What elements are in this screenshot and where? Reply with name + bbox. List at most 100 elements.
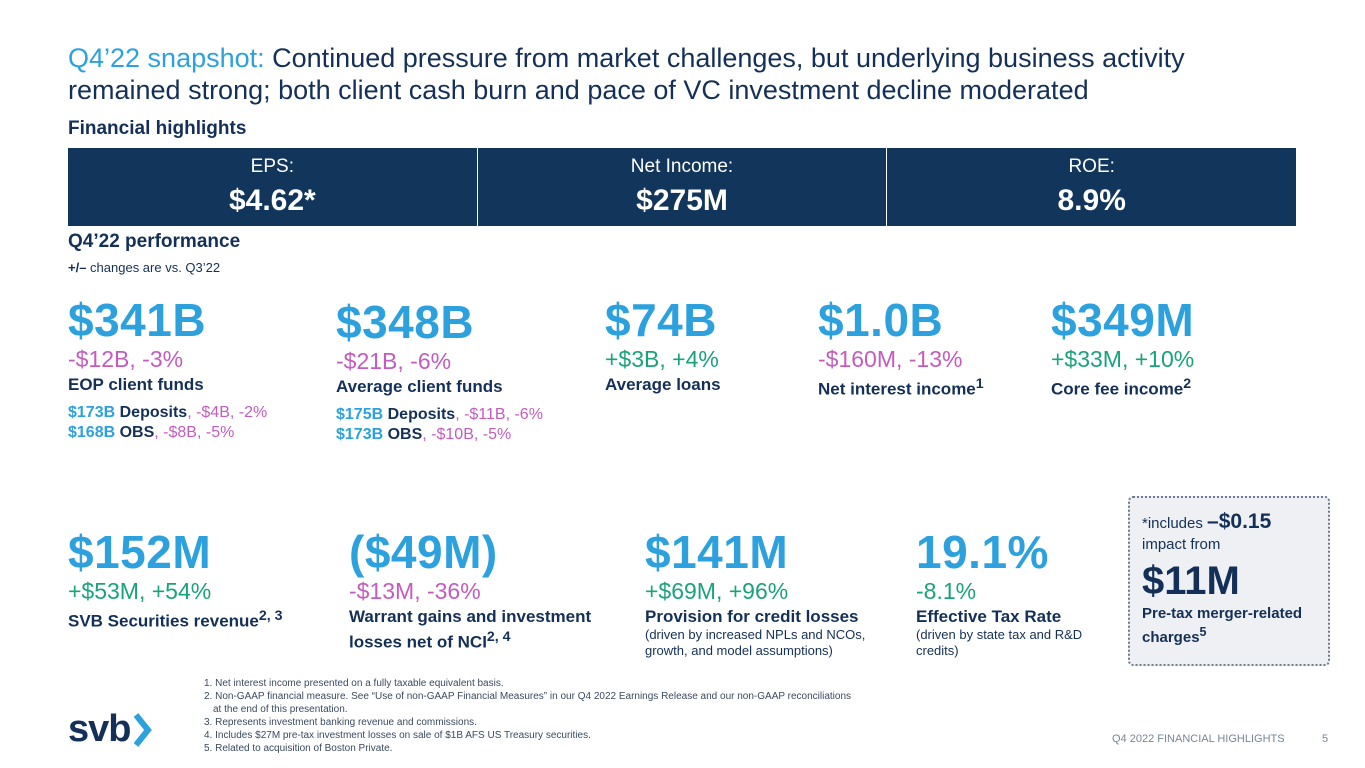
metric-value: $152M	[68, 526, 212, 578]
metric-provision-credit-losses: $141M +$69M, +96% Provision for credit l…	[645, 528, 895, 659]
footnote-2-cont: at the end of this presentation.	[213, 704, 348, 715]
metric-label-wrap: SVB Securities revenue2, 3	[68, 606, 283, 632]
metric-value: 19.1%	[916, 526, 1049, 578]
metric-label: Core fee income	[1051, 379, 1184, 399]
eps-cell: EPS: $4.62*	[68, 148, 478, 226]
net-income-label: Net Income:	[630, 156, 734, 177]
metric-change: -8.1%	[916, 578, 977, 604]
page-title: Q4’22 snapshot: Continued pressure from …	[68, 42, 1308, 106]
callout-line1: *includes –$0.15	[1142, 510, 1316, 534]
metric-label: Average loans	[605, 375, 721, 394]
title-line2: remained strong; both client cash burn a…	[68, 75, 1089, 105]
page-number: 5	[1322, 733, 1329, 745]
metric-change: +$53M, +54%	[68, 578, 212, 604]
metric-label: SVB Securities revenue	[68, 611, 259, 631]
svb-logo: svb	[68, 708, 153, 751]
metric-label-wrap: Core fee income2	[1051, 374, 1194, 400]
net-income-cell: Net Income: $275M	[478, 148, 888, 226]
roe-label: ROE:	[1068, 156, 1115, 177]
metric-label: Provision for credit losses	[645, 607, 859, 626]
metric-value: $74B	[605, 294, 717, 346]
roe-value: 8.9%	[1057, 184, 1126, 217]
financial-highlights-banner: EPS: $4.62* Net Income: $275M ROE: 8.9%	[68, 148, 1296, 226]
detail-name: Deposits	[119, 404, 188, 421]
title-highlight: Q4’22 snapshot:	[68, 43, 265, 73]
metric-label-line2: losses net of NCI	[349, 632, 487, 652]
detail-name: Deposits	[387, 406, 456, 423]
callout-label-wrap: Pre-tax merger-related charges5	[1142, 605, 1316, 647]
footnote-ref: 1	[975, 376, 984, 392]
footnote-ref: 5	[1199, 625, 1207, 639]
metric-label: Effective Tax Rate	[916, 607, 1062, 626]
eps-label: EPS:	[250, 156, 294, 177]
detail-obs: $168B OBS, -$8B, -5%	[68, 423, 267, 443]
callout-big-value: $11M	[1142, 559, 1240, 603]
metric-value: $341B	[68, 294, 207, 346]
callout-prefix: *includes	[1142, 515, 1208, 532]
footer-section-label: Q4 2022 FINANCIAL HIGHLIGHTS	[1112, 733, 1285, 745]
callout-line2: impact from	[1142, 536, 1221, 553]
metric-svb-securities-revenue: $152M +$53M, +54% SVB Securities revenue…	[68, 528, 283, 632]
detail-deposits: $173B Deposits, -$4B, -2%	[68, 403, 267, 423]
sign-glyph: +/–	[68, 260, 87, 275]
roe-cell: ROE: 8.9%	[887, 148, 1296, 226]
metric-change: +$69M, +96%	[645, 578, 789, 604]
metric-value: $349M	[1051, 294, 1195, 346]
footnote-2: 2. Non-GAAP financial measure. See “Use …	[204, 691, 852, 702]
detail-amount: $168B	[68, 424, 116, 441]
footnotes: 1. Net interest income presented on a fu…	[204, 677, 851, 755]
metric-warrant-gains: ($49M) -$13M, -36% Warrant gains and inv…	[349, 528, 591, 653]
metric-label-wrap: Net interest income1	[818, 374, 984, 400]
footnote-ref: 2, 3	[258, 608, 283, 624]
metric-change: +$33M, +10%	[1051, 346, 1195, 372]
detail-change: , -$4B, -2%	[187, 404, 268, 421]
metric-change: -$13M, -36%	[349, 578, 481, 604]
metric-label: Average client funds	[336, 377, 503, 396]
detail-name: OBS	[119, 424, 155, 441]
eps-value: $4.62*	[228, 184, 316, 217]
metric-change: -$160M, -13%	[818, 346, 963, 372]
metric-core-fee-income: $349M +$33M, +10% Core fee income2	[1051, 296, 1194, 400]
metric-change: +$3B, +4%	[605, 346, 719, 372]
metric-value: ($49M)	[349, 526, 498, 578]
metric-average-loans: $74B +$3B, +4% Average loans	[605, 296, 721, 395]
metric-change: -$21B, -6%	[336, 348, 452, 374]
metric-note: (driven by increased NPLs and NCOs, grow…	[645, 627, 866, 658]
metric-value: $141M	[645, 526, 789, 578]
metric-note: (driven by state tax and R&D credits)	[916, 627, 1083, 658]
performance-heading: Q4’22 performance	[68, 231, 241, 252]
callout-amount: –$0.15	[1207, 510, 1272, 533]
detail-change: , -$8B, -5%	[154, 424, 235, 441]
chevron-right-icon	[134, 712, 153, 747]
detail-change: , -$11B, -6%	[455, 406, 543, 423]
footnote-3: 3. Represents investment banking revenue…	[204, 717, 477, 728]
merger-charges-callout: *includes –$0.15 impact from $11M Pre-ta…	[1128, 496, 1330, 666]
footnote-1: 1. Net interest income presented on a fu…	[204, 678, 504, 689]
metric-label: Net interest income	[818, 379, 976, 399]
footnote-ref: 2	[1183, 376, 1192, 392]
performance-subheading: +/– changes are vs. Q3’22	[68, 260, 220, 275]
detail-amount: $173B	[68, 404, 116, 421]
detail-name: OBS	[387, 426, 423, 443]
metric-value: $348B	[336, 296, 475, 348]
footnote-5: 5. Related to acquisition of Boston Priv…	[204, 743, 393, 754]
detail-obs: $173B OBS, -$10B, -5%	[336, 425, 543, 445]
logo-wordmark: svb	[68, 708, 131, 750]
net-income-value: $275M	[636, 184, 728, 217]
footnote-4: 4. Includes $27M pre-tax investment loss…	[204, 730, 591, 741]
footnote-ref: 2, 4	[486, 629, 511, 645]
metric-eop-client-funds: $341B -$12B, -3% EOP client funds $173B …	[68, 296, 267, 443]
subheading-text: changes are vs. Q3’22	[86, 260, 221, 275]
metric-label-line1: Warrant gains and investment	[349, 607, 592, 626]
detail-deposits: $175B Deposits, -$11B, -6%	[336, 405, 543, 425]
metric-label: EOP client funds	[68, 375, 204, 394]
metric-net-interest-income: $1.0B -$160M, -13% Net interest income1	[818, 296, 984, 400]
metric-effective-tax-rate: 19.1% -8.1% Effective Tax Rate (driven b…	[916, 528, 1111, 659]
callout-label: Pre-tax merger-related charges	[1142, 605, 1303, 646]
metric-value: $1.0B	[818, 294, 944, 346]
detail-change: , -$10B, -5%	[422, 426, 512, 443]
metric-change: -$12B, -3%	[68, 346, 184, 372]
metric-label-wrap: losses net of NCI2, 4	[349, 627, 591, 653]
metric-average-client-funds: $348B -$21B, -6% Average client funds $1…	[336, 298, 543, 445]
financial-highlights-heading: Financial highlights	[68, 118, 247, 139]
